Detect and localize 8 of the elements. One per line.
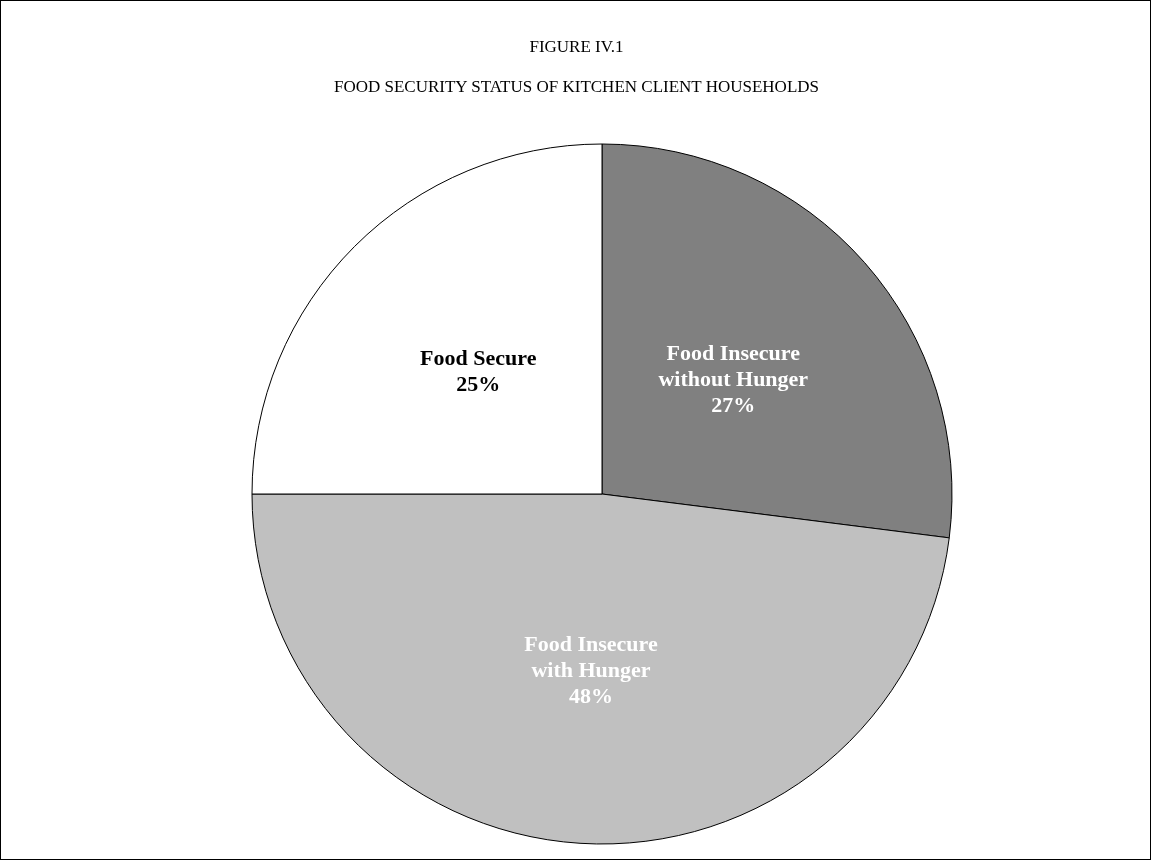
slice-label: Food Insecure with Hunger	[524, 630, 658, 682]
slice-label: Food Insecure without Hunger	[658, 339, 809, 391]
chart-title: FIGURE IV.1	[528, 37, 625, 57]
data-label: 25%	[456, 370, 501, 396]
slice-label: Food Secure	[420, 344, 537, 370]
chart-subtitle: FOOD SECURITY STATUS OF KITCHEN CLIENT HOUSEHOLDS	[332, 77, 821, 97]
data-label: 27%	[711, 391, 756, 417]
data-label: 48%	[569, 682, 614, 708]
